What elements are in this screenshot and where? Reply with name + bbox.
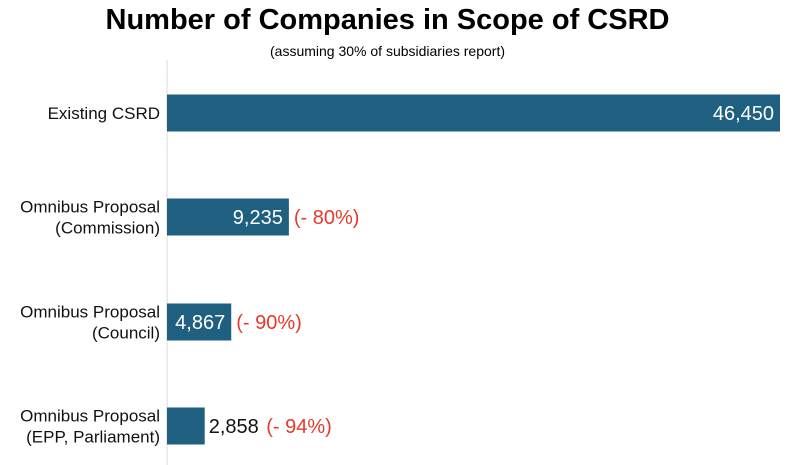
category-label: (Council) [92, 324, 160, 343]
change-label: (- 90%) [236, 312, 302, 334]
data-label: 4,867 [175, 312, 225, 334]
data-label: 46,450 [713, 103, 774, 125]
category-label: Omnibus Proposal [20, 407, 160, 426]
chart-title: Number of Companies in Scope of CSRD [105, 4, 670, 36]
data-label: 9,235 [233, 207, 283, 229]
category-label: (EPP, Parliament) [26, 428, 160, 447]
category-label: Omnibus Proposal [20, 303, 160, 322]
chart-subtitle: (assuming 30% of subsidiaries report) [270, 43, 505, 59]
data-label: 2,858 [209, 416, 259, 438]
category-label: Omnibus Proposal [20, 198, 160, 217]
bar [167, 94, 780, 132]
bar [167, 198, 289, 236]
change-label: (- 94%) [266, 416, 332, 438]
category-label: (Commission) [55, 219, 160, 238]
bar [167, 407, 205, 445]
change-label: (- 80%) [294, 207, 360, 229]
category-label: Existing CSRD [48, 104, 160, 123]
bar [167, 303, 232, 341]
